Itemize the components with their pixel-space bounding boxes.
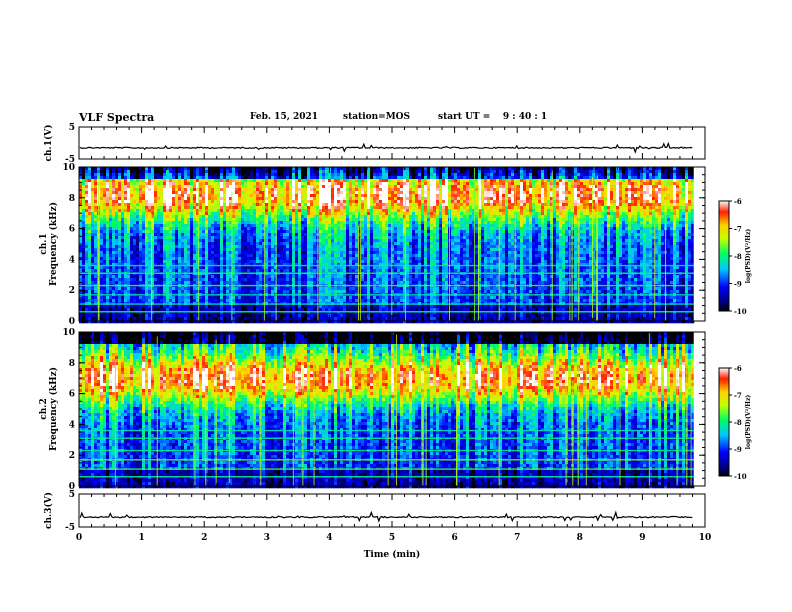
colorbar-tick-label: -8 — [734, 252, 742, 261]
ch1-spectrogram-ylabel-line: Frequency (kHz) — [48, 202, 59, 286]
ch3-waveform-ylabel-line: ch.3(V) — [43, 492, 54, 529]
y-tick-label: 5 — [69, 490, 75, 500]
colorbar-tick-label: -10 — [734, 307, 747, 316]
ch1-spectrogram-colorbar: -6 -7 -8 -9 -10 log(PSD)(V²/Hz) — [718, 197, 752, 316]
y-tick-label: 5 — [69, 123, 75, 133]
start-time-value: 9 : 40 : 1 — [503, 112, 547, 122]
x-tick-label: 5 — [389, 533, 395, 543]
ch2-spectrogram-ylabel-line: Frequency (kHz) — [48, 367, 59, 451]
waveform-trace — [79, 141, 693, 154]
y-ticks: 5 -5 — [65, 490, 705, 533]
x-tick-label: 3 — [264, 533, 270, 543]
x-tick-label: 8 — [577, 533, 583, 543]
y-tick-label: 4 — [69, 420, 75, 430]
x-tick-label: 2 — [201, 533, 207, 543]
y-tick-label: -5 — [65, 155, 75, 165]
y-tick-label: 0 — [69, 482, 75, 492]
x-axis-label: Time (min) — [364, 549, 421, 560]
ch1-spectrogram — [78, 166, 706, 324]
chart-title: VLF Spectra — [79, 111, 154, 124]
ch2-spectrogram-ylabel-line: ch.2 — [39, 398, 49, 419]
waveform-trace — [79, 510, 693, 523]
y-ticks: 0 2 4 6 8 10 — [62, 328, 705, 492]
colorbar-tick-label: -9 — [734, 445, 742, 454]
y-tick-label: 2 — [69, 451, 75, 461]
station-label: station=MOS — [343, 112, 410, 122]
x-ticks — [78, 332, 706, 486]
y-tick-label: 6 — [69, 225, 75, 235]
ch2-spectrogram — [78, 331, 706, 489]
x-tick-label: 1 — [138, 533, 144, 543]
x-tick-label: 6 — [451, 533, 457, 543]
y-tick-label: 8 — [69, 359, 75, 369]
colorbar-tick-label: -8 — [734, 418, 742, 427]
y-tick-label: 2 — [69, 286, 75, 296]
x-tick-label: 0 — [76, 533, 82, 543]
ch3-waveform-ylabel: ch.3(V) — [43, 492, 54, 529]
colorbar-tick-label: -7 — [734, 391, 742, 400]
y-tick-label: 0 — [69, 317, 75, 327]
ch2-spectrogram-colorbar: -6 -7 -8 -9 -10 log(PSD)(V²/Hz) — [718, 364, 752, 481]
y-tick-label: 10 — [62, 163, 75, 173]
y-tick-label: -5 — [65, 523, 75, 533]
ch1-waveform-ylabel: ch.1(V) — [43, 125, 54, 162]
colorbar-tick-label: -6 — [734, 197, 742, 206]
y-tick-label: 10 — [62, 328, 75, 338]
colorbar-label: log(PSD)(V²/Hz) — [745, 229, 752, 284]
y-tick-label: 6 — [69, 390, 75, 400]
x-tick-label: 10 — [699, 533, 712, 543]
x-ticks — [78, 167, 706, 321]
y-tick-label: 4 — [69, 255, 75, 265]
x-ticks — [78, 127, 706, 159]
ch1-spectrogram-ylabel: ch.1 Frequency (kHz) — [39, 202, 59, 286]
date-label: Feb. 15, 2021 — [250, 112, 318, 122]
ch2-spectrogram-ylabel: ch.2 Frequency (kHz) — [39, 367, 59, 451]
start-time-label: start UT = — [438, 112, 490, 122]
colorbar-label: log(PSD)(V²/Hz) — [745, 395, 752, 450]
x-tick-label: 4 — [326, 533, 332, 543]
start-time: start UT = 9 : 40 : 1 — [438, 112, 547, 122]
x-tick-label: 9 — [639, 533, 645, 543]
colorbar-tick-label: -9 — [734, 280, 742, 289]
y-ticks: 5 -5 — [65, 123, 705, 165]
ch1-waveform-ylabel-line: ch.1(V) — [43, 125, 54, 162]
x-tick-label: 7 — [514, 533, 520, 543]
ch1-spectrogram-ylabel-line: ch.1 — [39, 233, 49, 254]
colorbar-tick-label: -10 — [734, 472, 747, 481]
colorbar-tick-label: -6 — [734, 364, 742, 373]
y-ticks: 0 2 4 6 8 10 — [62, 163, 705, 327]
x-ticks: 0 1 2 3 4 5 6 7 8 9 10 — [76, 494, 711, 543]
y-tick-label: 8 — [69, 194, 75, 204]
colorbar-tick-label: -7 — [734, 225, 742, 234]
